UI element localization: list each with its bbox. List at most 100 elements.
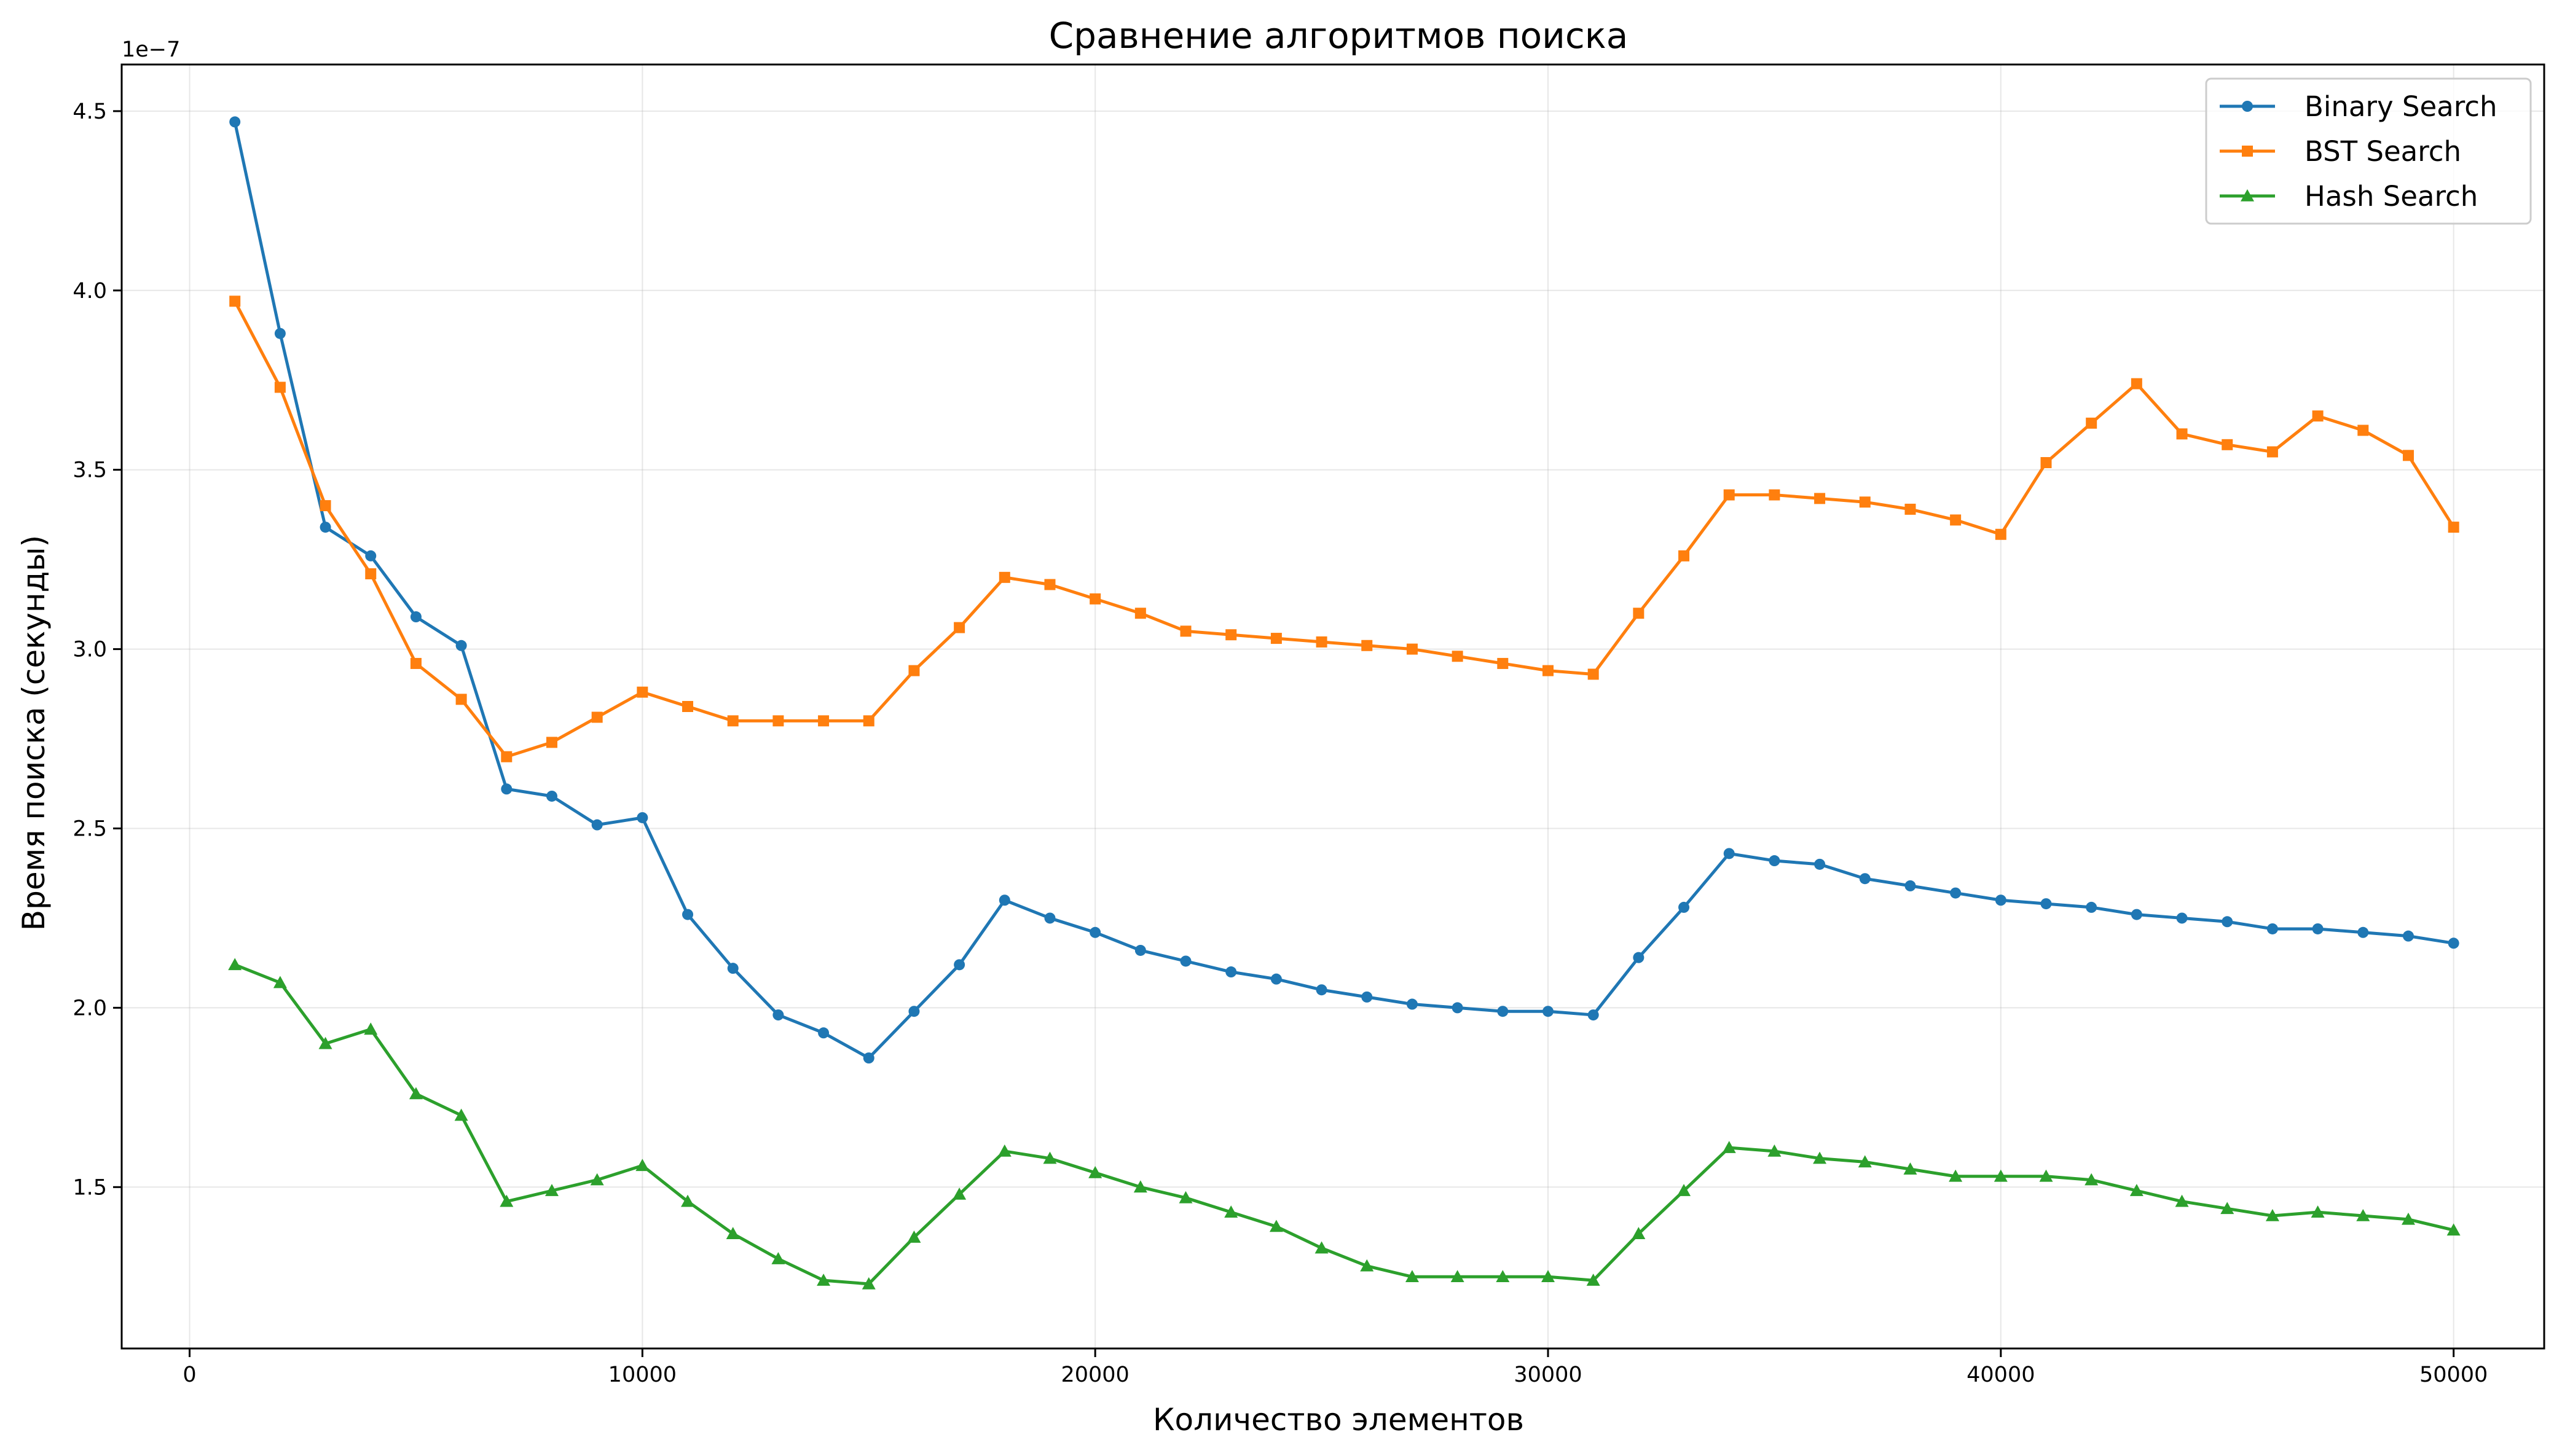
series-bst-search: [229, 296, 2459, 762]
data-point-bst-search: [591, 711, 603, 723]
data-point-hash-search: [1496, 1270, 1510, 1283]
data-point-hash-search: [1586, 1274, 1600, 1286]
data-point-bst-search: [818, 715, 830, 727]
data-point-bst-search: [1180, 625, 1192, 637]
data-point-binary-search: [274, 327, 286, 339]
data-point-binary-search: [818, 1027, 830, 1039]
data-point-binary-search: [591, 819, 603, 831]
data-point-hash-search: [1949, 1169, 1963, 1182]
data-point-bst-search: [1633, 608, 1644, 619]
legend-label-binary-search: Binary Search: [2305, 90, 2497, 123]
data-point-hash-search: [454, 1108, 468, 1121]
data-point-binary-search: [1587, 1009, 1599, 1021]
data-point-bst-search: [1723, 489, 1735, 501]
data-point-binary-search: [1497, 1006, 1509, 1017]
x-tick-label: 40000: [1967, 1363, 2035, 1387]
legend-marker-hash-search: [2241, 189, 2254, 202]
data-point-binary-search: [1814, 858, 1826, 870]
data-point-bst-search: [772, 715, 784, 727]
data-point-bst-search: [1769, 489, 1780, 501]
data-point-binary-search: [1904, 880, 1916, 891]
series-binary-search: [229, 116, 2459, 1064]
data-point-hash-search: [2401, 1212, 2415, 1225]
data-point-binary-search: [1859, 873, 1871, 885]
data-point-hash-search: [726, 1227, 740, 1239]
data-point-hash-search: [273, 976, 287, 988]
data-point-bst-search: [1406, 643, 1418, 655]
data-point-binary-search: [1180, 955, 1192, 967]
data-point-bst-search: [727, 715, 739, 727]
data-point-binary-search: [2312, 923, 2324, 934]
legend-marker-binary-search: [2242, 101, 2253, 112]
y-axis-title: Время поиска (секунды): [16, 535, 52, 931]
data-point-hash-search: [635, 1159, 650, 1172]
data-point-bst-search: [320, 500, 331, 512]
data-point-binary-search: [1542, 1006, 1554, 1017]
data-point-bst-search: [2402, 450, 2414, 461]
data-point-bst-search: [1225, 629, 1237, 641]
data-point-hash-search: [1450, 1270, 1464, 1283]
data-point-bst-search: [2040, 457, 2052, 469]
data-point-bst-search: [2131, 378, 2142, 389]
y-axis-offset-label: 1e−7: [122, 37, 180, 62]
data-point-hash-search: [1405, 1270, 1419, 1283]
data-point-binary-search: [954, 959, 965, 971]
data-point-bst-search: [1090, 593, 1101, 605]
data-point-bst-search: [455, 694, 467, 705]
data-point-binary-search: [2448, 937, 2459, 949]
data-point-binary-search: [501, 783, 513, 795]
plot-frame: [120, 63, 2545, 1350]
data-point-binary-search: [1090, 926, 1101, 938]
data-point-hash-search: [1903, 1162, 1917, 1175]
data-point-hash-search: [228, 958, 242, 971]
data-point-bst-search: [2086, 417, 2097, 429]
data-point-bst-search: [1904, 503, 1916, 515]
data-point-binary-search: [1361, 991, 1373, 1003]
y-tick-label: 1.5: [73, 1175, 107, 1200]
data-point-hash-search: [590, 1173, 604, 1186]
data-point-binary-search: [2086, 901, 2097, 913]
data-point-hash-search: [2129, 1184, 2144, 1196]
data-point-hash-search: [2039, 1169, 2053, 1182]
data-point-hash-search: [544, 1184, 559, 1196]
data-point-binary-search: [455, 640, 467, 651]
data-point-hash-search: [364, 1022, 378, 1035]
data-point-hash-search: [997, 1144, 1012, 1157]
legend: Binary Search BST Search Hash Search: [2205, 77, 2532, 225]
data-point-binary-search: [1270, 973, 1282, 985]
data-point-hash-search: [1133, 1180, 1147, 1193]
data-point-hash-search: [318, 1036, 332, 1049]
data-point-hash-search: [500, 1194, 514, 1207]
data-point-bst-search: [410, 657, 422, 669]
data-point-bst-search: [1497, 657, 1509, 669]
data-point-bst-search: [1361, 640, 1373, 651]
data-point-bst-search: [682, 701, 694, 712]
data-point-bst-search: [1542, 665, 1554, 676]
data-point-binary-search: [229, 116, 241, 128]
data-point-bst-search: [1995, 528, 2006, 540]
data-point-hash-search: [1043, 1151, 1057, 1164]
x-tick-label: 20000: [1061, 1363, 1129, 1387]
data-point-hash-search: [907, 1231, 921, 1243]
data-point-binary-search: [682, 909, 694, 920]
data-point-binary-search: [2402, 930, 2414, 942]
data-point-bst-search: [1044, 579, 1056, 590]
legend-label-hash-search: Hash Search: [2305, 180, 2478, 213]
data-point-bst-search: [2266, 446, 2278, 458]
y-tick-label: 4.0: [73, 279, 107, 303]
data-point-bst-search: [1859, 496, 1871, 508]
data-point-binary-search: [1225, 966, 1237, 978]
data-point-binary-search: [1769, 855, 1780, 867]
data-point-bst-search: [1678, 550, 1690, 562]
data-point-binary-search: [1950, 887, 1962, 899]
data-point-hash-search: [2265, 1208, 2279, 1221]
legend-marker-bst-search: [2242, 146, 2253, 157]
data-point-binary-search: [410, 611, 422, 623]
data-point-hash-search: [1813, 1151, 1827, 1164]
data-point-binary-search: [863, 1052, 874, 1064]
data-point-binary-search: [1995, 894, 2006, 906]
data-point-binary-search: [2222, 916, 2233, 928]
data-point-hash-search: [1179, 1191, 1193, 1204]
